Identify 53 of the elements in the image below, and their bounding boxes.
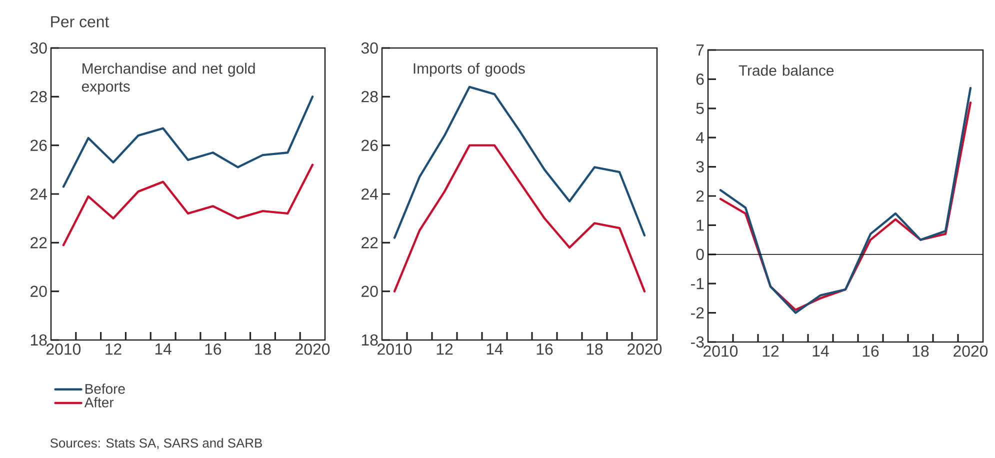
y-tick-label: 1 bbox=[696, 220, 704, 231]
x-tick-label: 12 bbox=[762, 346, 779, 357]
text: Imports of goods bbox=[414, 62, 525, 77]
y-tick-label: 4 bbox=[696, 132, 704, 144]
y-tick-label: 24 bbox=[362, 188, 378, 200]
x-tick-label: 2010 bbox=[704, 346, 738, 357]
legend-label: Before bbox=[86, 384, 125, 394]
y-tick-label: 22 bbox=[30, 237, 47, 248]
x-tick-label: 14 bbox=[155, 344, 172, 354]
y-tick-label: 24 bbox=[30, 188, 48, 200]
y-tick-label: -3 bbox=[691, 336, 704, 348]
line-series bbox=[393, 86, 646, 239]
y-tick-label: 2 bbox=[696, 190, 704, 202]
y-tick-label: 7 bbox=[696, 44, 704, 56]
y-tick-label: 0 bbox=[696, 248, 704, 260]
x-tick-label: 2010 bbox=[378, 344, 412, 355]
x-tick-label: 2020 bbox=[296, 344, 330, 355]
y-tick-label: 28 bbox=[362, 91, 378, 102]
text: Merchandise and net gold exports bbox=[82, 62, 255, 95]
y-tick-label: 18 bbox=[30, 334, 47, 346]
x-tick-label: 18 bbox=[255, 344, 271, 355]
x-tick-label: 2010 bbox=[46, 344, 81, 355]
x-tick-label: 14 bbox=[812, 346, 829, 356]
y-tick-label: 18 bbox=[362, 334, 378, 346]
y-tick-label: 20 bbox=[362, 286, 378, 297]
line-series bbox=[62, 96, 314, 188]
x-tick-label: 16 bbox=[536, 344, 553, 355]
y-tick-label: 3 bbox=[696, 161, 704, 172]
y-tick-label: 20 bbox=[30, 286, 47, 297]
y-tick-label: 28 bbox=[30, 91, 47, 102]
x-tick-label: 16 bbox=[862, 346, 879, 357]
x-tick-label: 14 bbox=[486, 344, 503, 354]
x-tick-label: 12 bbox=[106, 344, 122, 355]
x-tick-label: 18 bbox=[586, 344, 603, 355]
y-tick-label: 5 bbox=[696, 102, 704, 114]
y-tick-label: 30 bbox=[30, 42, 47, 54]
text: Trade balance bbox=[738, 64, 834, 76]
x-tick-label: 18 bbox=[912, 346, 929, 357]
y-tick-label: -1 bbox=[691, 278, 704, 290]
x-tick-label: 2020 bbox=[954, 346, 988, 357]
y-axis-title: Per cent bbox=[51, 16, 110, 28]
line-series bbox=[62, 164, 314, 246]
x-tick-label: 2020 bbox=[628, 344, 662, 355]
x-tick-label: 16 bbox=[205, 344, 222, 355]
y-tick-label: -2 bbox=[691, 307, 704, 318]
y-tick-label: 26 bbox=[30, 140, 47, 151]
x-tick-label: 12 bbox=[436, 344, 453, 355]
y-tick-label: 22 bbox=[362, 237, 378, 248]
legend-label: After bbox=[84, 397, 114, 408]
y-tick-label: 30 bbox=[361, 42, 378, 54]
source-note: Sources: Stats SA, SARS and SARB bbox=[50, 438, 262, 450]
y-tick-label: 6 bbox=[696, 74, 704, 85]
y-tick-label: 26 bbox=[362, 140, 378, 151]
